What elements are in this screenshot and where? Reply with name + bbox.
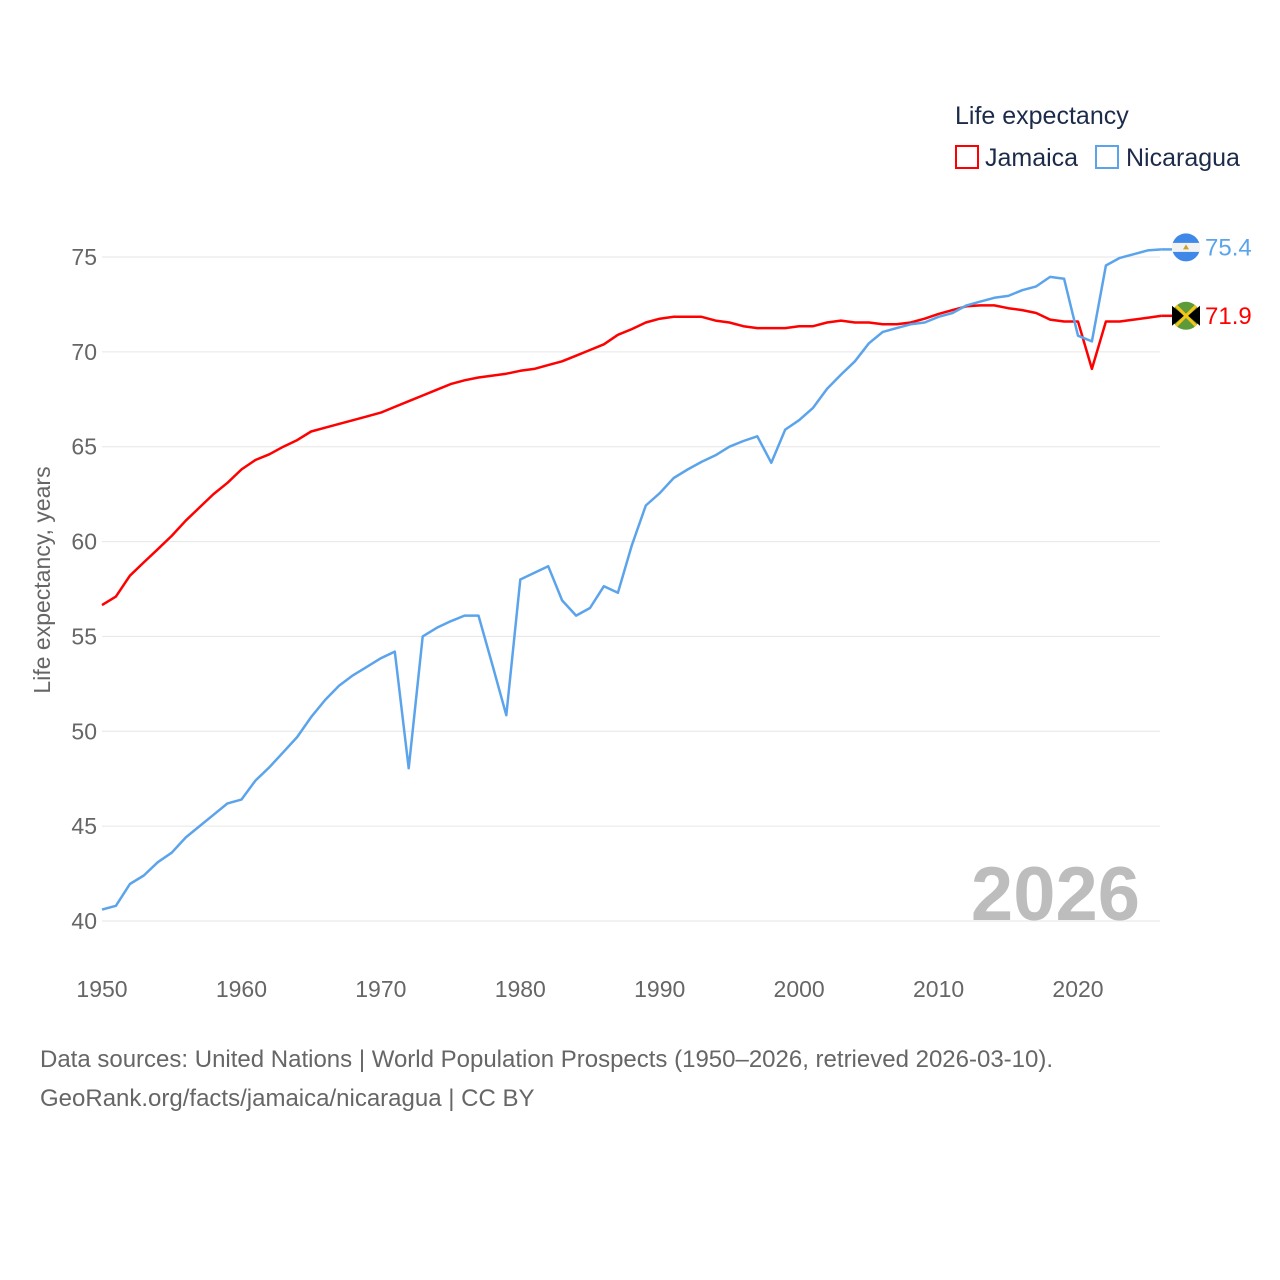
flag-icon-nicaragua	[1172, 233, 1200, 262]
y-tick-label: 70	[71, 339, 97, 365]
x-tick-label: 1980	[495, 976, 546, 1002]
end-value-label-nicaragua: 75.4	[1205, 234, 1252, 261]
y-tick-label: 55	[71, 623, 97, 649]
x-tick-label: 2000	[774, 976, 825, 1002]
end-value-label-jamaica: 71.9	[1205, 303, 1252, 330]
x-tick-label: 1950	[76, 976, 127, 1002]
legend-swatch-jamaica[interactable]	[955, 145, 979, 169]
y-tick-label: 45	[71, 813, 97, 839]
y-tick-label: 65	[71, 434, 97, 460]
x-tick-label: 1960	[216, 976, 267, 1002]
legend-swatch-nicaragua[interactable]	[1095, 145, 1119, 169]
flag-icon-jamaica	[1172, 301, 1200, 330]
legend-label-jamaica[interactable]: Jamaica	[985, 144, 1078, 172]
series-line-nicaragua[interactable]	[101, 248, 1162, 911]
y-tick-label: 75	[71, 244, 97, 270]
y-tick-label: 40	[71, 908, 97, 934]
y-axis-label: Life expectancy, years	[29, 466, 55, 693]
x-tick-label: 1990	[634, 976, 685, 1002]
x-tick-label: 1970	[355, 976, 406, 1002]
y-tick-label: 60	[71, 529, 97, 555]
data-source-text: Data sources: United Nations | World Pop…	[40, 1046, 1054, 1073]
x-tick-label: 2010	[913, 976, 964, 1002]
legend-label-nicaragua[interactable]: Nicaragua	[1126, 144, 1240, 172]
y-tick-label: 50	[71, 718, 97, 744]
x-tick-label: 2020	[1052, 976, 1103, 1002]
attribution-link[interactable]: GeoRank.org/facts/jamaica/nicaragua | CC…	[40, 1085, 535, 1112]
series-line-jamaica[interactable]	[101, 304, 1162, 607]
legend-title: Life expectancy	[955, 102, 1129, 130]
year-watermark: 2026	[971, 852, 1140, 937]
